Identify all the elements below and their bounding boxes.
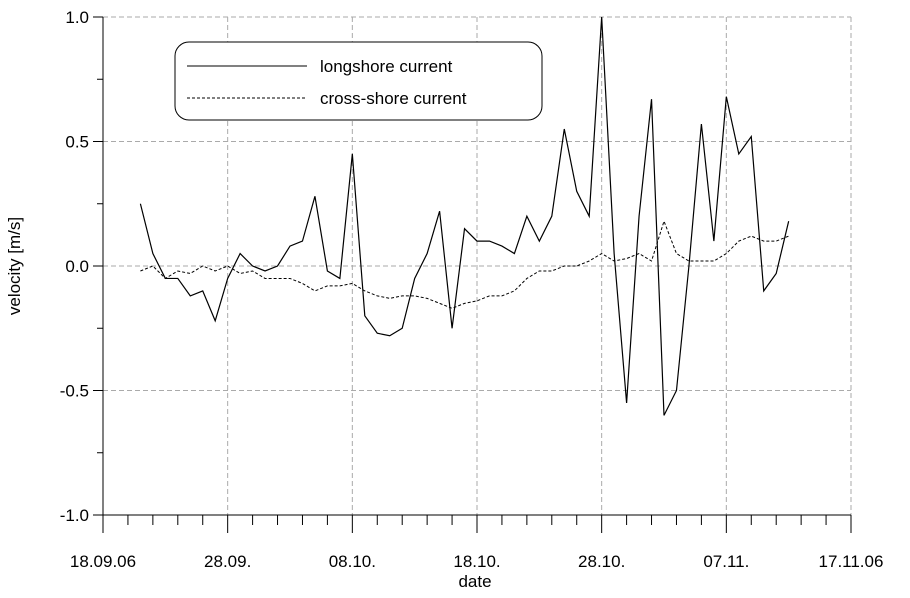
x-tick-label: 28.09. [204, 552, 251, 571]
y-tick-label: -1.0 [60, 506, 89, 525]
x-tick-label: 07.11. [703, 552, 749, 571]
y-tick-label: 0.5 [65, 133, 89, 152]
legend: longshore current cross-shore current [174, 41, 543, 121]
x-axis-label: date [458, 572, 491, 591]
y-axis-label: velocity [m/s] [5, 217, 24, 315]
x-tick-label: 18.09.06 [70, 552, 136, 571]
y-tick-label: 0.0 [65, 257, 89, 276]
legend-label: longshore current [320, 57, 453, 76]
y-tick-label: -0.5 [60, 382, 89, 401]
series-line [139, 16, 790, 416]
x-tick-label: 28.10. [578, 552, 625, 571]
legend-label: cross-shore current [320, 89, 467, 108]
x-tick-label: 18.10. [453, 552, 500, 571]
legend-box [174, 41, 543, 121]
x-tick-label: 08.10. [329, 552, 376, 571]
series-line [140, 219, 789, 309]
x-tick-label: 17.11.06 [819, 552, 884, 571]
y-tick-label: 1.0 [65, 8, 89, 27]
